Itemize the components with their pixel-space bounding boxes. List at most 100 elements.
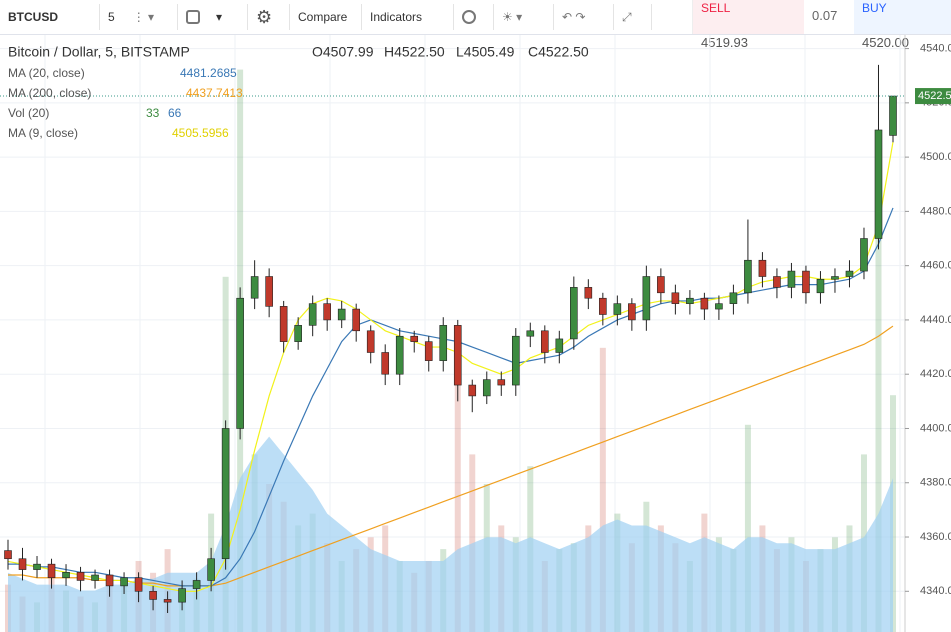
- trade-panel: SELL 4519.93 0.07 BUY 4520.00: [692, 0, 951, 50]
- y-tick-label: 4540.00: [920, 42, 951, 54]
- candle-body: [149, 590, 157, 600]
- volume-ma-area: [8, 436, 893, 632]
- candle-body: [599, 297, 607, 315]
- candle-body: [250, 276, 259, 299]
- undo-redo[interactable]: ↶ ↷: [554, 4, 614, 30]
- interval-select[interactable]: 5 ⋮ ▾: [100, 4, 178, 30]
- last-price-label: 4522.5: [918, 90, 951, 102]
- ma20-value: 4481.2685: [180, 66, 237, 80]
- vol-value: 33: [146, 106, 160, 120]
- candle-body: [410, 335, 419, 342]
- settings[interactable]: ⚙: [248, 4, 290, 30]
- candle-body: [221, 428, 230, 560]
- candle-body: [613, 303, 622, 315]
- candle-icon: [186, 10, 200, 24]
- candle-body: [308, 303, 317, 326]
- ma200-line: [8, 325, 894, 587]
- candle-body: [134, 577, 143, 592]
- candle-body: [686, 297, 694, 304]
- ma9-line: [7, 141, 894, 592]
- y-tick-label: 4440.00: [920, 314, 951, 326]
- candle-body: [91, 574, 99, 581]
- candle-body: [120, 577, 128, 587]
- plot-area: [0, 64, 905, 632]
- candle-body: [860, 238, 868, 272]
- candle-body: [279, 306, 288, 342]
- candle-body: [773, 276, 781, 288]
- y-tick-label: 4460.00: [920, 260, 951, 272]
- ideas[interactable]: ☀ ▾: [494, 4, 554, 30]
- sell-button[interactable]: SELL 4519.93: [692, 0, 804, 50]
- candle-body: [236, 297, 244, 429]
- candle-body: [207, 558, 215, 581]
- volume-bar: [875, 217, 882, 632]
- candle-body: [178, 588, 186, 603]
- candle-body: [4, 550, 12, 560]
- candle-body: [758, 259, 767, 277]
- candle-body: [468, 384, 477, 397]
- legend-open: O4507.99: [312, 44, 374, 60]
- candle-body: [555, 338, 564, 353]
- y-tick-label: 4480.00: [920, 205, 951, 217]
- candle-body: [192, 580, 201, 589]
- menu-dots: ⋮ ▾: [132, 10, 155, 24]
- ma200-name: MA (200, close): [8, 86, 91, 100]
- alert-icon: [462, 10, 476, 24]
- candle-body: [744, 259, 752, 294]
- candle-body: [18, 558, 27, 570]
- candle-body: [294, 325, 302, 342]
- candle-body: [889, 95, 897, 136]
- symbol-input[interactable]: BTCUSD: [0, 4, 100, 30]
- volume-bar: [454, 365, 461, 632]
- candle-body: [700, 297, 709, 310]
- caret: ▾: [216, 10, 223, 24]
- candle-body: [163, 599, 172, 603]
- candle-body: [47, 563, 56, 579]
- legend-low: L4505.49: [456, 44, 515, 60]
- alert[interactable]: [454, 4, 494, 30]
- candle-body: [265, 276, 273, 307]
- compare-button[interactable]: Compare: [290, 4, 362, 30]
- candle-body: [323, 303, 331, 321]
- candle-body: [787, 270, 796, 288]
- chart-style[interactable]: ▾: [178, 4, 248, 30]
- candle-body: [105, 574, 114, 587]
- candle-body: [511, 335, 520, 386]
- candle-body: [541, 330, 549, 353]
- volume-bar: [744, 424, 751, 632]
- fullscreen[interactable]: ⤢: [614, 4, 652, 30]
- buy-label: BUY: [862, 1, 887, 15]
- candle-body: [439, 325, 448, 361]
- candle-body: [62, 571, 70, 579]
- candle-body: [831, 276, 839, 280]
- candle-body: [570, 287, 578, 340]
- candle-body: [424, 341, 433, 361]
- candle-body: [337, 308, 346, 321]
- candle-body: [366, 330, 375, 353]
- candle-body: [845, 270, 854, 277]
- candle-body: [482, 379, 491, 397]
- candle-body: [715, 303, 723, 310]
- candle-body: [642, 276, 651, 321]
- sell-label: SELL: [701, 1, 731, 15]
- candle-body: [352, 308, 360, 332]
- candle-body: [802, 270, 810, 294]
- y-tick-label: 4360.00: [920, 531, 951, 543]
- candle-body: [453, 325, 462, 386]
- candle-body: [816, 278, 825, 294]
- legend: Bitcoin / Dollar, 5, BITSTAMP O4507.99 H…: [8, 44, 589, 140]
- indicators-button[interactable]: Indicators: [362, 4, 454, 30]
- ma20-name: MA (20, close): [8, 66, 85, 80]
- ma20-line: [8, 207, 894, 587]
- ma9-value: 4505.5956: [172, 126, 229, 140]
- price-axis: 4340.00 4360.00 4380.00 4400.00 4420.00 4440.…: [905, 42, 951, 597]
- ma200-value: 4437.7413: [186, 86, 243, 100]
- candle-body: [381, 352, 390, 375]
- vol-name: Vol (20): [8, 106, 49, 120]
- buy-button[interactable]: BUY 4520.00: [854, 0, 951, 50]
- toolbar: BTCUSD 5 ⋮ ▾ ▾ ⚙ Compare Indicators ☀ ▾ ↶…: [0, 0, 951, 50]
- spread: 0.07: [812, 8, 838, 23]
- buy-price: 4520.00: [862, 35, 909, 50]
- y-tick-label: 4420.00: [920, 368, 951, 380]
